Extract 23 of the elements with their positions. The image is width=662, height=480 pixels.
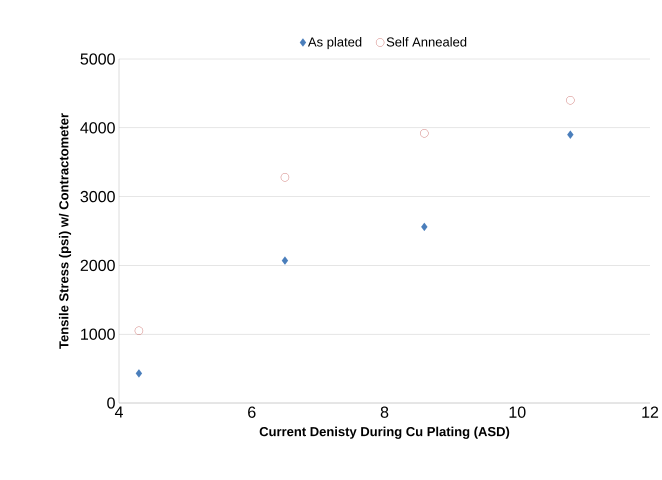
- y-tick-label: 1000: [81, 328, 115, 340]
- x-tick-label: 6: [248, 406, 256, 418]
- y-tick-label: 3000: [80, 190, 115, 202]
- point: [282, 256, 288, 265]
- point: [136, 369, 142, 378]
- x-tick-label: 4: [114, 406, 123, 418]
- y-tick-label: 5000: [80, 53, 115, 65]
- x-tick-label: 12: [642, 406, 658, 418]
- point: [421, 222, 428, 232]
- point: [134, 326, 144, 335]
- legend-label: As plated: [308, 37, 362, 50]
- y-axis-title: Tensile Stress (psi) w/ Contractometer: [58, 113, 72, 349]
- y-tick-label: 4000: [80, 122, 115, 134]
- point: [567, 130, 574, 139]
- y-tick-label: 0: [107, 397, 115, 409]
- legend-label: Self Annealed: [386, 37, 466, 47]
- point: [280, 173, 290, 182]
- point: [566, 96, 575, 104]
- point: [420, 129, 429, 138]
- y-tick-label: 2000: [80, 260, 115, 272]
- x-axis-title: Current Denisty During Cu Plating (ASD): [260, 426, 510, 439]
- x-tick-label: 8: [380, 406, 388, 418]
- x-tick-label: 10: [510, 406, 526, 418]
